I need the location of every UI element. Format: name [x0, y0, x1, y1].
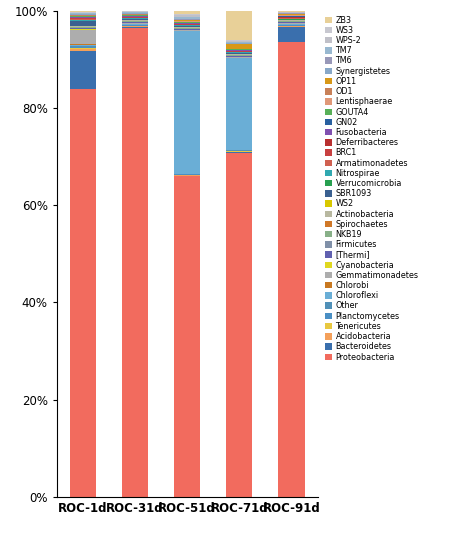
Bar [70, 44, 96, 45]
Bar [70, 90, 96, 497]
Bar [70, 45, 96, 46]
Bar [279, 26, 305, 27]
Bar [174, 17, 201, 19]
Bar [227, 42, 252, 43]
Bar [70, 49, 96, 51]
Bar [70, 47, 96, 48]
Bar [227, 58, 252, 150]
Bar [227, 11, 252, 40]
Bar [227, 40, 252, 41]
Bar [279, 27, 305, 42]
Bar [70, 12, 96, 13]
Bar [70, 30, 96, 44]
Bar [122, 26, 148, 27]
Bar [70, 29, 96, 30]
Bar [70, 18, 96, 19]
Bar [70, 19, 96, 21]
Bar [174, 176, 201, 497]
Bar [174, 15, 201, 17]
Bar [70, 46, 96, 47]
Bar [70, 48, 96, 49]
Bar [227, 153, 252, 497]
Bar [174, 31, 201, 174]
Legend: ZB3, WS3, WPS-2, TM7, TM6, Synergistetes, OP11, OD1, Lentisphaerae, GOUTA4, GN02: ZB3, WS3, WPS-2, TM7, TM6, Synergistetes… [324, 15, 419, 362]
Bar [122, 28, 148, 497]
Bar [174, 14, 201, 15]
Bar [227, 152, 252, 153]
Bar [174, 11, 201, 14]
Bar [279, 11, 305, 12]
Bar [70, 51, 96, 90]
Bar [279, 42, 305, 497]
Bar [70, 11, 96, 12]
Bar [227, 44, 252, 49]
Bar [227, 41, 252, 42]
Bar [70, 21, 96, 26]
Bar [122, 27, 148, 28]
